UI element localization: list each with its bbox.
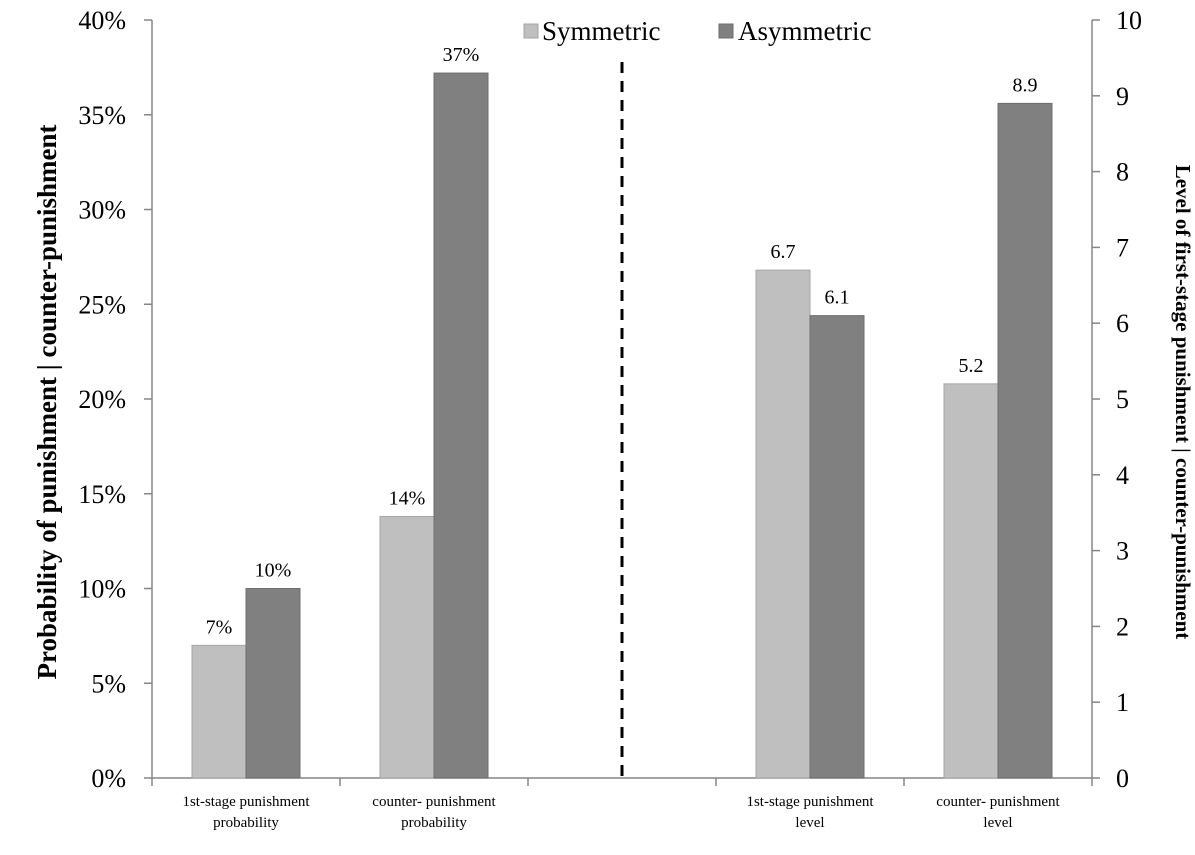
y-left-tick-label: 35% <box>78 101 126 130</box>
y-left-tick-label: 15% <box>78 480 126 509</box>
y-left-tick-label: 30% <box>78 196 126 225</box>
bar-asymmetric <box>245 588 301 779</box>
y-right-tick-label: 5 <box>1116 385 1129 414</box>
y-axis-right-title: Level of first-stage punishment | counte… <box>1171 165 1195 640</box>
data-label: 7% <box>206 616 233 638</box>
y-right-tick-label: 4 <box>1116 461 1129 490</box>
axes: 0% 5% 10% 15% 20% 25% 30% 35% 40% 0 1 2 3 4 5 6 7 8 9 10 1st… <box>78 6 1142 831</box>
y-right-tick-label: 8 <box>1116 158 1129 187</box>
legend-label-asymmetric: Asymmetric <box>738 16 871 46</box>
legend-swatch-symmetric <box>523 23 539 39</box>
y-right-tick-label: 0 <box>1116 764 1129 793</box>
data-label: 5.2 <box>959 355 984 377</box>
data-label: 10% <box>255 560 292 582</box>
y-left-tick-label: 40% <box>78 6 126 35</box>
bar-asymmetric <box>997 102 1053 779</box>
category-label: probability <box>213 815 279 831</box>
bar-asymmetric <box>433 72 489 779</box>
y-left-tick-label: 25% <box>78 290 126 319</box>
y-right-tick-label: 1 <box>1116 688 1129 717</box>
data-labels: 7% 14% 6.7 5.2 10% 37% 6.1 8.9 <box>206 44 1038 638</box>
bar-symmetric <box>943 383 999 779</box>
bar-symmetric <box>755 269 811 779</box>
legend-label-symmetric: Symmetric <box>542 16 660 46</box>
data-label: 6.7 <box>771 241 796 263</box>
y-axis-left-title: Probability of punishment | counter-puni… <box>32 124 62 679</box>
category-label: 1st-stage punishment <box>182 794 310 810</box>
category-label: counter- punishment <box>372 794 496 810</box>
data-label: 6.1 <box>825 287 850 309</box>
bar-symmetric <box>191 644 247 779</box>
y-left-tick-label: 20% <box>78 385 126 414</box>
category-label: 1st-stage punishment <box>746 794 874 810</box>
data-label: 37% <box>443 44 480 66</box>
bar-symmetric <box>379 515 435 779</box>
y-right-tick-label: 7 <box>1116 233 1129 262</box>
bars <box>191 72 1053 779</box>
y-right-tick-label: 10 <box>1116 6 1142 35</box>
data-label: 14% <box>389 487 426 509</box>
y-right-tick-label: 3 <box>1116 537 1129 566</box>
y-right-tick-label: 9 <box>1116 82 1129 111</box>
y-right-tick-label: 6 <box>1116 309 1129 338</box>
legend-swatch-asymmetric <box>718 23 734 39</box>
bar-asymmetric <box>809 315 865 779</box>
category-label: probability <box>401 815 467 831</box>
category-label: level <box>795 815 824 831</box>
y-left-tick-label: 5% <box>91 669 126 698</box>
y-left-tick-label: 10% <box>78 575 126 604</box>
y-right-tick-label: 2 <box>1116 612 1129 641</box>
y-left-tick-label: 0% <box>91 764 126 793</box>
category-label: level <box>983 815 1012 831</box>
data-label: 8.9 <box>1013 74 1038 96</box>
category-label: counter- punishment <box>936 794 1060 810</box>
legend: Symmetric Asymmetric <box>523 16 871 46</box>
